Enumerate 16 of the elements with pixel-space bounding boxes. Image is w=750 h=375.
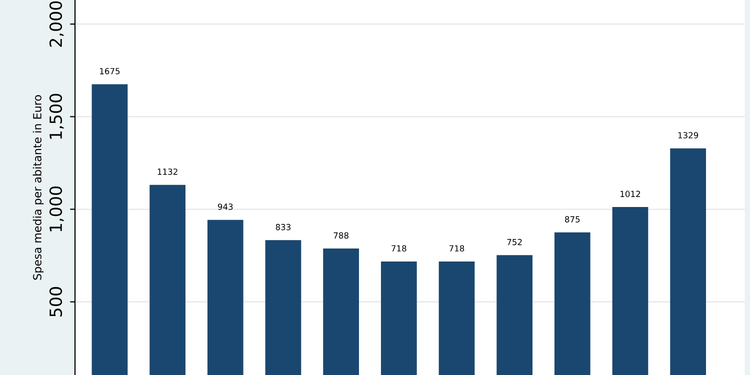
data-label: 752 xyxy=(507,238,522,246)
y-tick-label: 500 xyxy=(49,287,62,316)
data-label: 833 xyxy=(276,224,290,230)
y-tick-label: 1,500 xyxy=(49,94,64,139)
data-label: 1012 xyxy=(620,190,640,198)
y-axis-title: Spesa media per abitante in Euro xyxy=(32,95,44,280)
data-label: 875 xyxy=(565,216,580,222)
data-label: 1675 xyxy=(100,68,120,74)
data-label: 943 xyxy=(218,204,233,210)
data-label: 1329 xyxy=(678,132,698,138)
y-tick-label: 1,000 xyxy=(49,186,64,232)
data-label: 718 xyxy=(392,245,406,252)
data-label: 788 xyxy=(334,232,348,239)
data-label: 718 xyxy=(449,245,464,252)
data-label: 1132 xyxy=(158,168,178,175)
y-tick-label: 2,000 xyxy=(49,1,64,47)
